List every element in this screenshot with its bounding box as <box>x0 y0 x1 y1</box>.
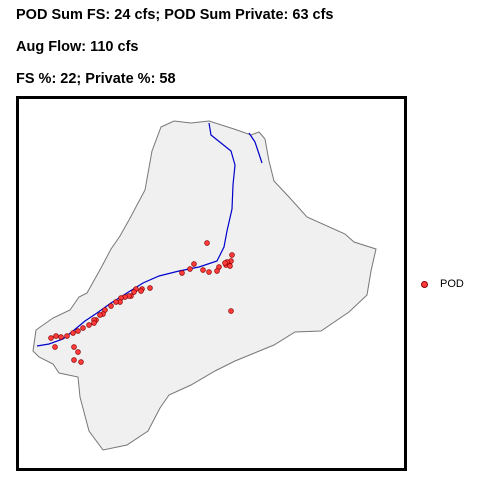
pod-point <box>52 344 58 350</box>
pod-point <box>222 260 228 266</box>
pod-point <box>64 333 70 339</box>
summary-percentages: FS %: 22; Private %: 58 <box>16 71 176 87</box>
pod-point <box>91 320 97 326</box>
watershed-map <box>32 120 377 451</box>
pod-point <box>70 330 76 336</box>
legend-pod-label: POD <box>440 278 464 290</box>
pod-point <box>75 328 81 334</box>
pod-point <box>206 269 212 275</box>
pod-point <box>147 285 153 291</box>
pod-point <box>78 359 84 365</box>
pod-point <box>53 333 59 339</box>
pod-point <box>228 308 234 314</box>
pod-points-group <box>48 240 235 365</box>
map-panel <box>16 96 407 471</box>
pod-point <box>97 312 103 318</box>
river-tributary <box>248 132 263 164</box>
pod-point <box>200 267 206 273</box>
pod-point <box>214 268 220 274</box>
pod-point <box>229 252 235 258</box>
pod-point <box>71 344 77 350</box>
summary-aug-flow: Aug Flow: 110 cfs <box>16 39 139 55</box>
summary-pod-sums: POD Sum FS: 24 cfs; POD Sum Private: 63 … <box>16 7 334 23</box>
pod-point <box>204 240 210 246</box>
pod-point <box>58 334 64 340</box>
legend: POD <box>421 278 480 294</box>
pod-point <box>108 303 114 309</box>
pod-point <box>80 325 86 331</box>
pod-point <box>227 263 233 269</box>
pod-point <box>191 261 197 267</box>
pod-point <box>138 288 144 294</box>
pod-point <box>113 299 119 305</box>
pod-point <box>86 322 92 328</box>
pod-point <box>131 289 137 295</box>
watershed-polygon <box>32 120 377 451</box>
pod-point <box>187 266 193 272</box>
pod-point <box>75 349 81 355</box>
pod-point <box>48 335 54 341</box>
pod-point <box>71 357 77 363</box>
pod-point <box>179 270 185 276</box>
legend-pod-symbol <box>421 281 428 288</box>
